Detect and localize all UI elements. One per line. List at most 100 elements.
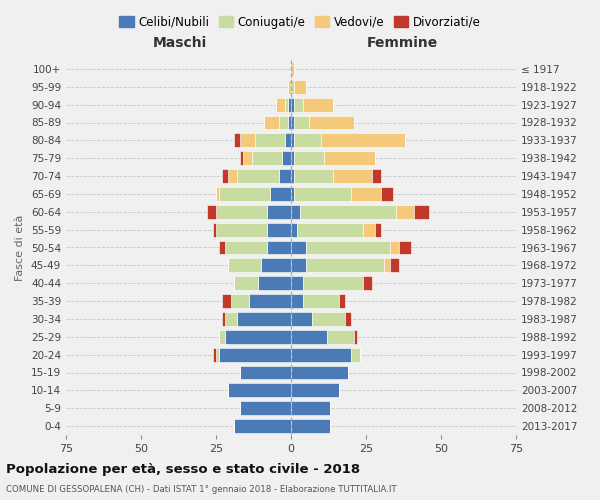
Bar bbox=[228, 258, 261, 272]
Bar bbox=[219, 348, 291, 362]
Bar bbox=[219, 330, 225, 344]
Bar bbox=[267, 205, 291, 219]
Bar bbox=[216, 187, 219, 201]
Legend: Celibi/Nubili, Coniugati/e, Vedovi/e, Divorziati/e: Celibi/Nubili, Coniugati/e, Vedovi/e, Di… bbox=[115, 11, 485, 34]
Text: Maschi: Maschi bbox=[153, 36, 207, 50]
Bar bbox=[240, 134, 255, 147]
Bar bbox=[372, 169, 381, 183]
Bar bbox=[237, 169, 279, 183]
Bar bbox=[291, 348, 351, 362]
Bar bbox=[264, 116, 279, 130]
Bar bbox=[297, 222, 363, 236]
Bar bbox=[291, 312, 312, 326]
Bar bbox=[267, 240, 291, 254]
Bar bbox=[288, 116, 291, 130]
Bar bbox=[291, 294, 303, 308]
Bar bbox=[222, 312, 225, 326]
Bar bbox=[303, 98, 333, 112]
Text: Popolazione per età, sesso e stato civile - 2018: Popolazione per età, sesso e stato civil… bbox=[6, 462, 360, 475]
Bar bbox=[243, 151, 252, 165]
Bar bbox=[225, 312, 237, 326]
Bar bbox=[279, 169, 291, 183]
Bar bbox=[291, 205, 300, 219]
Bar bbox=[252, 151, 282, 165]
Bar bbox=[291, 187, 294, 201]
Bar bbox=[267, 222, 291, 236]
Bar bbox=[339, 294, 345, 308]
Bar bbox=[291, 419, 330, 433]
Bar bbox=[303, 276, 363, 290]
Bar bbox=[291, 80, 294, 94]
Bar bbox=[228, 384, 291, 398]
Bar bbox=[294, 80, 306, 94]
Bar bbox=[282, 151, 291, 165]
Text: COMUNE DI GESSOPALENA (CH) - Dati ISTAT 1° gennaio 2018 - Elaborazione TUTTITALI: COMUNE DI GESSOPALENA (CH) - Dati ISTAT … bbox=[6, 486, 397, 494]
Bar bbox=[324, 151, 375, 165]
Bar bbox=[285, 134, 291, 147]
Bar bbox=[399, 240, 411, 254]
Bar bbox=[231, 294, 249, 308]
Bar bbox=[225, 330, 291, 344]
Bar bbox=[222, 169, 228, 183]
Bar bbox=[291, 240, 306, 254]
Bar bbox=[327, 330, 354, 344]
Bar bbox=[306, 240, 390, 254]
Bar bbox=[300, 205, 396, 219]
Bar bbox=[303, 294, 339, 308]
Bar bbox=[294, 169, 333, 183]
Bar bbox=[237, 312, 291, 326]
Bar bbox=[390, 240, 399, 254]
Bar bbox=[216, 222, 267, 236]
Bar bbox=[363, 222, 375, 236]
Bar bbox=[354, 330, 357, 344]
Bar bbox=[345, 312, 351, 326]
Bar bbox=[225, 240, 267, 254]
Bar bbox=[291, 222, 297, 236]
Bar bbox=[294, 151, 324, 165]
Bar bbox=[258, 276, 291, 290]
Bar bbox=[294, 116, 309, 130]
Bar bbox=[219, 187, 270, 201]
Bar bbox=[291, 401, 330, 415]
Bar bbox=[216, 205, 267, 219]
Bar bbox=[291, 276, 303, 290]
Bar bbox=[255, 134, 285, 147]
Bar bbox=[276, 98, 285, 112]
Bar bbox=[285, 98, 288, 112]
Bar bbox=[291, 258, 306, 272]
Bar bbox=[288, 80, 291, 94]
Bar bbox=[291, 62, 294, 76]
Bar bbox=[249, 294, 291, 308]
Bar bbox=[279, 116, 288, 130]
Y-axis label: Fasce di età: Fasce di età bbox=[16, 214, 25, 280]
Bar bbox=[312, 312, 345, 326]
Bar bbox=[306, 258, 384, 272]
Bar bbox=[375, 222, 381, 236]
Bar bbox=[351, 187, 381, 201]
Bar bbox=[363, 276, 372, 290]
Bar bbox=[213, 348, 216, 362]
Bar bbox=[309, 116, 354, 130]
Bar bbox=[222, 294, 231, 308]
Bar bbox=[228, 169, 237, 183]
Bar bbox=[321, 134, 405, 147]
Bar bbox=[291, 98, 294, 112]
Bar bbox=[291, 330, 327, 344]
Bar bbox=[234, 419, 291, 433]
Bar bbox=[291, 384, 339, 398]
Bar bbox=[291, 134, 294, 147]
Bar bbox=[213, 222, 216, 236]
Bar bbox=[390, 258, 399, 272]
Bar bbox=[294, 134, 321, 147]
Bar bbox=[381, 187, 393, 201]
Bar bbox=[207, 205, 216, 219]
Bar bbox=[291, 116, 294, 130]
Bar bbox=[261, 258, 291, 272]
Text: Femmine: Femmine bbox=[367, 36, 437, 50]
Bar bbox=[333, 169, 372, 183]
Bar bbox=[216, 348, 219, 362]
Bar bbox=[234, 134, 240, 147]
Bar bbox=[288, 98, 291, 112]
Bar bbox=[291, 169, 294, 183]
Bar bbox=[270, 187, 291, 201]
